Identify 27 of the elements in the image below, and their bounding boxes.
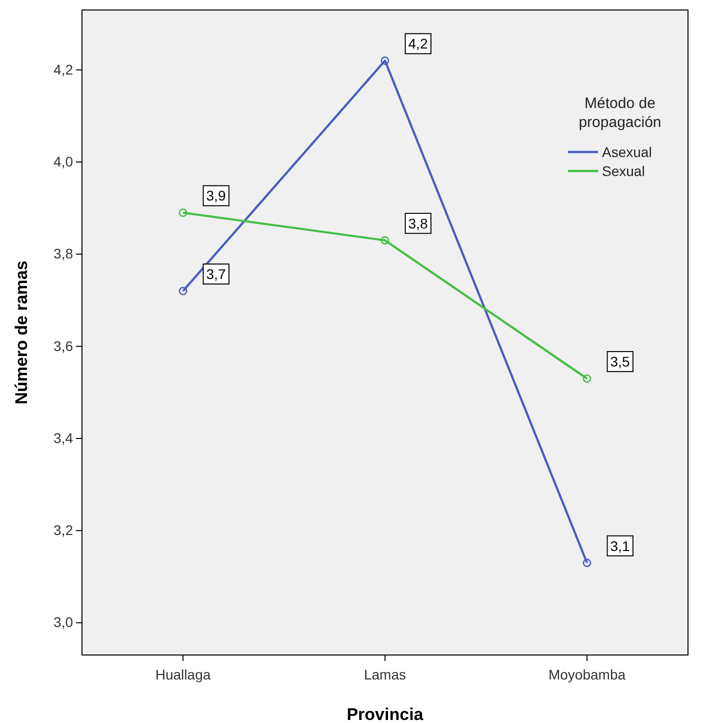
point [178,208,188,217]
legend-label: Asexual [602,144,652,160]
point [380,236,390,245]
y-tick-label: 3,4 [54,430,74,446]
data-label: 3,9 [206,188,226,204]
x-axis-title: Provincia [346,705,424,723]
data-label: 3,7 [206,266,226,282]
data-label: 3,8 [408,215,428,232]
y-tick-label: 3,0 [54,614,74,630]
point [582,374,592,383]
point [582,558,592,568]
y-axis-title: Número de ramas [12,260,31,404]
data-label: 3,5 [610,354,630,370]
y-tick-label: 3,8 [54,246,74,262]
y-tick-label: 4,2 [54,61,74,78]
x-tick-label: Moyobamba [548,666,626,682]
legend-title: Método de propagación [578,95,662,131]
point [380,56,390,65]
data-label: 3,1 [610,538,630,554]
point [178,286,188,296]
y-tick-label: 3,6 [54,338,74,354]
y-tick-label: 3,2 [54,522,74,538]
legend-label: Sexual [602,163,645,179]
y-tick-label: 4,0 [54,154,74,170]
data-label: 4,2 [408,36,428,52]
x-tick-label: Huallaga [155,666,211,682]
x-tick-label: Lamas [364,666,406,682]
